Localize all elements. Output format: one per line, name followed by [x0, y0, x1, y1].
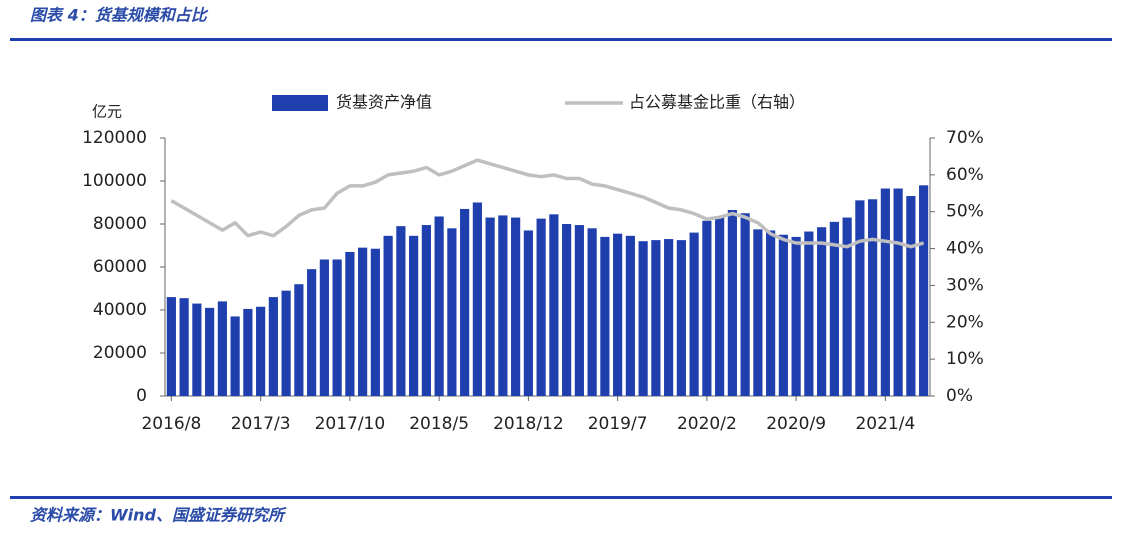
x-tick-label: 2016/8	[141, 414, 201, 434]
x-tick-label: 2017/10	[315, 414, 386, 434]
figure-title: 图表 4：货基规模和占比	[30, 6, 209, 25]
bar	[549, 214, 559, 396]
bar	[625, 235, 635, 396]
bar	[600, 236, 610, 396]
bar	[166, 297, 176, 396]
bar	[778, 234, 788, 396]
bar	[919, 185, 929, 396]
bar	[804, 231, 814, 396]
bar	[613, 233, 623, 396]
y-tick-label: 120000	[82, 128, 147, 148]
bar	[829, 221, 839, 396]
x-tick-label: 2018/5	[409, 414, 469, 434]
bar	[842, 217, 852, 396]
bar	[753, 229, 763, 396]
bar	[536, 218, 546, 396]
bar	[281, 290, 291, 396]
footer-rule	[10, 496, 1112, 499]
line	[170, 158, 925, 249]
y2-tick-label: 10%	[946, 349, 984, 369]
bar	[817, 227, 827, 396]
bar	[485, 217, 495, 396]
bar	[268, 297, 278, 396]
x-tick-label: 2017/3	[231, 414, 291, 434]
source-note: 资料来源：Wind、国盛证券研究所	[30, 506, 287, 525]
bar	[472, 202, 482, 396]
y-tick-label: 100000	[82, 171, 147, 191]
y2-tick-label: 60%	[946, 165, 984, 185]
y-tick-label: 0	[136, 386, 147, 406]
bar	[217, 301, 227, 396]
bar	[383, 235, 393, 396]
bar	[370, 248, 380, 396]
x-tick-label: 2019/7	[588, 414, 648, 434]
bar	[766, 230, 776, 396]
bar	[460, 208, 470, 396]
legend-label: 货基资产净值	[336, 93, 432, 112]
bar	[868, 199, 878, 396]
x-tick-label: 2018/12	[493, 414, 564, 434]
bar	[205, 307, 215, 396]
bar	[562, 224, 572, 396]
bar	[345, 251, 355, 396]
legend-swatch	[272, 95, 328, 111]
bar	[893, 188, 903, 396]
bar	[434, 216, 444, 396]
bar	[319, 259, 329, 396]
bar	[727, 210, 737, 396]
bar	[332, 259, 342, 396]
bar	[409, 235, 419, 396]
bar	[574, 225, 584, 396]
bar	[179, 298, 189, 396]
y2-tick-label: 40%	[946, 239, 984, 259]
bar	[664, 239, 674, 396]
bar	[880, 188, 890, 396]
y-tick-label: 20000	[93, 343, 147, 363]
y2-tick-label: 0%	[946, 386, 973, 406]
bar	[791, 236, 801, 396]
bar	[230, 316, 240, 396]
bar	[523, 230, 533, 396]
bar	[307, 269, 317, 396]
bar	[358, 247, 368, 396]
bar	[676, 240, 686, 396]
bar	[715, 217, 725, 396]
y-unit: 亿元	[92, 103, 122, 121]
bar	[651, 240, 661, 396]
bar	[587, 228, 597, 396]
y2-tick-label: 50%	[946, 202, 984, 222]
y-tick-label: 60000	[93, 257, 147, 277]
bar	[638, 241, 648, 396]
x-tick-label: 2021/4	[855, 414, 915, 434]
bar	[192, 303, 202, 396]
y2-tick-label: 70%	[946, 128, 984, 148]
bar	[243, 308, 253, 396]
bar	[396, 226, 406, 396]
x-tick-label: 2020/9	[766, 414, 826, 434]
bar	[855, 200, 865, 396]
bar	[740, 213, 750, 396]
bar	[447, 228, 457, 396]
y2-tick-label: 20%	[946, 312, 984, 332]
bar	[421, 225, 431, 396]
bar	[498, 215, 508, 396]
bar	[294, 284, 304, 396]
y2-tick-label: 30%	[946, 275, 984, 295]
x-tick-label: 2020/2	[677, 414, 737, 434]
bar	[702, 220, 712, 396]
legend-label: 占公募基金比重（右轴）	[629, 93, 805, 112]
bar	[689, 232, 699, 396]
bar	[256, 306, 266, 396]
bar	[906, 196, 916, 396]
y-tick-label: 80000	[93, 214, 147, 234]
header-rule	[10, 38, 1112, 41]
y-tick-label: 40000	[93, 300, 147, 320]
bar	[511, 217, 521, 396]
